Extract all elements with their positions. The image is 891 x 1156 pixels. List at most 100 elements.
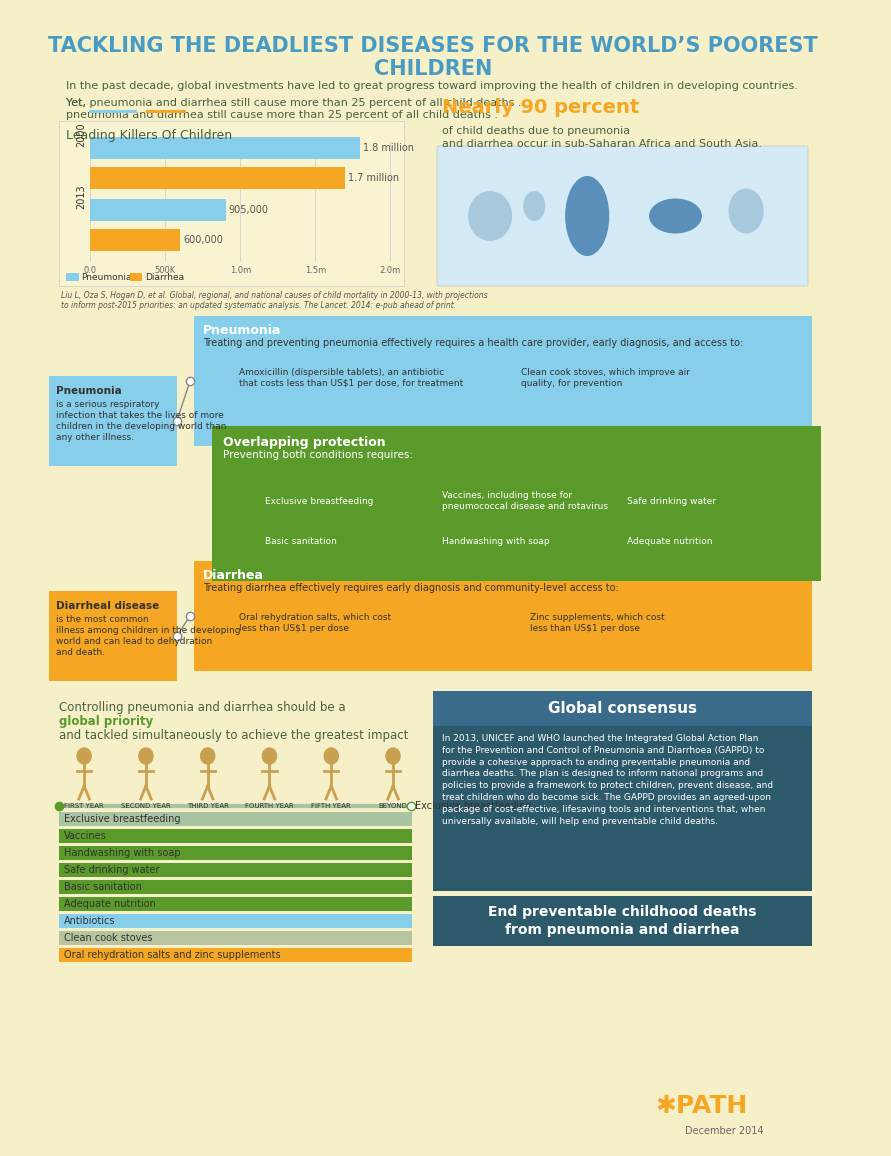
Circle shape: [263, 748, 276, 764]
Text: Treating diarrhea effectively requires early diagnosis and community-level acces: Treating diarrhea effectively requires e…: [203, 583, 619, 593]
Text: 2013: 2013: [76, 185, 86, 209]
Bar: [146, 110, 185, 113]
Bar: [60, 914, 413, 928]
Text: Clean cook stoves: Clean cook stoves: [64, 933, 152, 943]
Text: Diarrhea: Diarrhea: [145, 273, 184, 282]
Text: BEYOND: BEYOND: [379, 803, 407, 809]
Bar: [49, 591, 176, 681]
Bar: [90, 199, 226, 221]
Text: Overlapping protection: Overlapping protection: [223, 436, 385, 449]
Text: 600,000: 600,000: [183, 235, 223, 245]
Bar: [60, 948, 413, 962]
Text: FIRST YEAR: FIRST YEAR: [64, 803, 104, 809]
Text: Adequate nutrition: Adequate nutrition: [627, 536, 713, 546]
Text: Adequate nutrition: Adequate nutrition: [64, 899, 156, 909]
Text: TACKLING THE DEADLIEST DISEASES FOR THE WORLD’S POOREST CHILDREN: TACKLING THE DEADLIEST DISEASES FOR THE …: [48, 36, 818, 80]
Text: Yet,: Yet,: [67, 98, 90, 108]
Bar: [194, 561, 813, 670]
Circle shape: [324, 748, 339, 764]
Text: Leading Killers Of Children: Leading Killers Of Children: [67, 129, 233, 142]
Text: 1.8 million: 1.8 million: [363, 143, 414, 153]
Text: In the past decade, global investments have led to great progress toward improvi: In the past decade, global investments h…: [67, 81, 798, 91]
Text: Oral rehydration salts and zinc supplements: Oral rehydration salts and zinc suppleme…: [64, 950, 281, 959]
Text: Yet, pneumonia and diarrhea still cause more than 25 percent of all child deaths: Yet, pneumonia and diarrhea still cause …: [67, 98, 522, 108]
Text: Diarrhea: Diarrhea: [203, 569, 265, 581]
Text: Oral rehydration salts, which cost
less than US$1 per dose: Oral rehydration salts, which cost less …: [239, 613, 391, 633]
Text: Zinc supplements, which cost
less than US$1 per dose: Zinc supplements, which cost less than U…: [530, 613, 665, 633]
Text: 905,000: 905,000: [229, 205, 269, 215]
Text: global priority: global priority: [60, 716, 153, 728]
Text: Handwashing with soap: Handwashing with soap: [64, 849, 181, 858]
Ellipse shape: [468, 191, 512, 240]
Text: 500K: 500K: [155, 266, 176, 275]
Text: Nearly 90 percent: Nearly 90 percent: [442, 98, 639, 117]
Circle shape: [200, 748, 215, 764]
Text: Safe drinking water: Safe drinking water: [627, 496, 716, 505]
Text: Vaccines: Vaccines: [64, 831, 107, 842]
Bar: [49, 376, 176, 466]
Text: December 2014: December 2014: [685, 1126, 764, 1136]
Bar: [433, 726, 813, 891]
Text: pneumonia and diarrhea still cause more than 25 percent of all child deaths .: pneumonia and diarrhea still cause more …: [67, 110, 498, 120]
Ellipse shape: [523, 191, 545, 221]
Circle shape: [386, 748, 400, 764]
Text: Treating and preventing pneumonia effectively requires a health care provider, e: Treating and preventing pneumonia effect…: [203, 338, 743, 348]
Text: is a serious respiratory
infection that takes the lives of more
children in the : is a serious respiratory infection that …: [56, 400, 226, 443]
Bar: [60, 846, 413, 860]
Text: Handwashing with soap: Handwashing with soap: [442, 536, 549, 546]
Text: 1.7 million: 1.7 million: [348, 173, 399, 183]
Bar: [60, 931, 413, 944]
Text: ✱PATH: ✱PATH: [656, 1094, 748, 1118]
Bar: [67, 273, 78, 281]
Bar: [60, 121, 404, 286]
Text: Basic sanitation: Basic sanitation: [64, 882, 142, 892]
Text: Basic sanitation: Basic sanitation: [265, 536, 337, 546]
Text: and tackled simultaneously to achieve the greatest impact: and tackled simultaneously to achieve th…: [60, 729, 409, 742]
Text: 0.0: 0.0: [84, 266, 97, 275]
Bar: [60, 864, 413, 877]
Text: 1.0m: 1.0m: [230, 266, 251, 275]
Text: Amoxicillin (dispersible tablets), an antibiotic
that costs less than US$1 per d: Amoxicillin (dispersible tablets), an an…: [239, 368, 462, 388]
Bar: [88, 110, 137, 113]
Bar: [433, 691, 813, 726]
Bar: [130, 273, 143, 281]
Text: 2.0m: 2.0m: [380, 266, 401, 275]
Circle shape: [139, 748, 153, 764]
Bar: [60, 897, 413, 911]
Text: Liu L, Oza S, Hogan D, et al. Global, regional, and national causes of child mor: Liu L, Oza S, Hogan D, et al. Global, re…: [61, 291, 487, 311]
Text: Pneumonia: Pneumonia: [56, 386, 122, 397]
Bar: [90, 138, 360, 160]
Bar: [60, 829, 413, 843]
Text: is the most common
illness among children in the developing
world and can lead t: is the most common illness among childre…: [56, 615, 241, 658]
Text: Pneumonia: Pneumonia: [203, 324, 282, 338]
Bar: [437, 146, 808, 286]
Bar: [212, 427, 822, 581]
Text: Exclusive breastfeeding: Exclusive breastfeeding: [265, 496, 373, 505]
Ellipse shape: [565, 176, 609, 255]
Text: 1.5m: 1.5m: [305, 266, 326, 275]
Text: In 2013, UNICEF and WHO launched the Integrated Global Action Plan
for the Preve: In 2013, UNICEF and WHO launched the Int…: [442, 734, 772, 825]
Text: Exclusive breastfeeding: Exclusive breastfeeding: [64, 814, 180, 824]
Text: Controlling pneumonia and diarrhea should be a: Controlling pneumonia and diarrhea shoul…: [60, 701, 350, 714]
Text: Safe drinking water: Safe drinking water: [64, 865, 159, 875]
Ellipse shape: [649, 199, 702, 234]
Text: THIRD YEAR: THIRD YEAR: [187, 803, 229, 809]
Text: Vaccines, including those for
pneumococcal disease and rotavirus: Vaccines, including those for pneumococc…: [442, 491, 608, 511]
Text: FIFTH YEAR: FIFTH YEAR: [311, 803, 351, 809]
Bar: [90, 166, 346, 188]
Bar: [194, 316, 813, 446]
Bar: [90, 229, 180, 251]
Text: of child deaths due to pneumonia
and diarrhea occur in sub-Saharan Africa and So: of child deaths due to pneumonia and dia…: [442, 126, 762, 149]
Circle shape: [77, 748, 91, 764]
Text: Pneumonia: Pneumonia: [81, 273, 132, 282]
Text: Clean cook stoves, which improve air
quality, for prevention: Clean cook stoves, which improve air qua…: [521, 368, 690, 388]
Text: End preventable childhood deaths
from pneumonia and diarrhea: End preventable childhood deaths from pn…: [488, 905, 756, 936]
Text: SECOND YEAR: SECOND YEAR: [121, 803, 171, 809]
Text: Exclusive breastfeeding: Exclusive breastfeeding: [415, 801, 532, 812]
Ellipse shape: [729, 188, 764, 234]
Bar: [60, 812, 413, 827]
Bar: [60, 880, 413, 894]
Bar: [433, 896, 813, 946]
Text: Antibiotics: Antibiotics: [64, 916, 115, 926]
Text: Global consensus: Global consensus: [548, 701, 697, 716]
